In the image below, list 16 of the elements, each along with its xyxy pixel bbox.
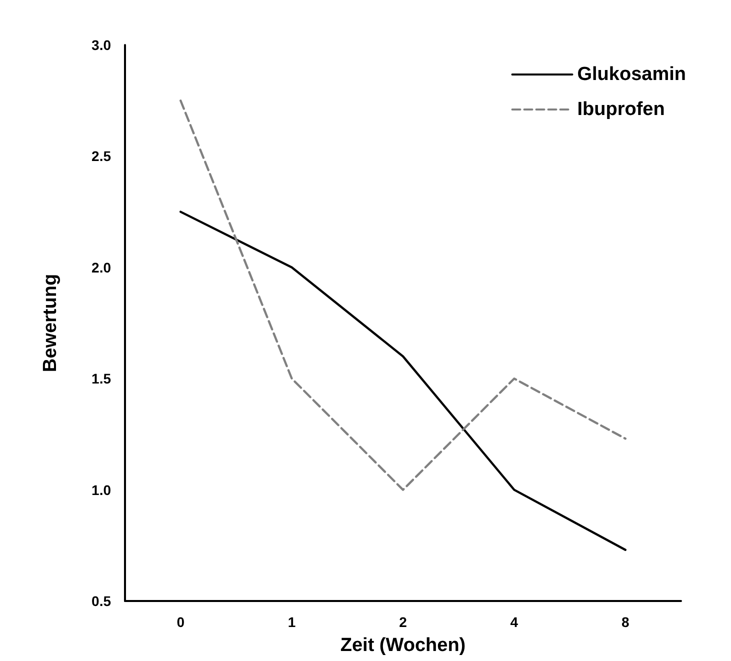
y-tick-label: 3.0 bbox=[92, 37, 112, 53]
x-tick-label: 2 bbox=[399, 614, 408, 630]
y-tick-label: 2.5 bbox=[92, 148, 112, 164]
y-tick-label: 1.0 bbox=[92, 482, 112, 498]
x-axis-title: Zeit (Wochen) bbox=[340, 635, 466, 656]
x-tick-label: 4 bbox=[510, 614, 518, 630]
x-tick-label: 0 bbox=[176, 614, 185, 630]
y-axis-title: Bewertung bbox=[40, 274, 61, 372]
legend-label: Ibuprofen bbox=[577, 99, 665, 120]
y-tick-label: 1.5 bbox=[92, 370, 112, 387]
x-tick-label: 8 bbox=[622, 614, 630, 630]
line-series bbox=[180, 210, 626, 551]
x-tick-label: 1 bbox=[288, 614, 296, 630]
legend-label: Glukosamin bbox=[577, 64, 686, 85]
y-tick-label: 2.0 bbox=[92, 259, 112, 276]
y-tick-label: 0.5 bbox=[92, 593, 112, 609]
